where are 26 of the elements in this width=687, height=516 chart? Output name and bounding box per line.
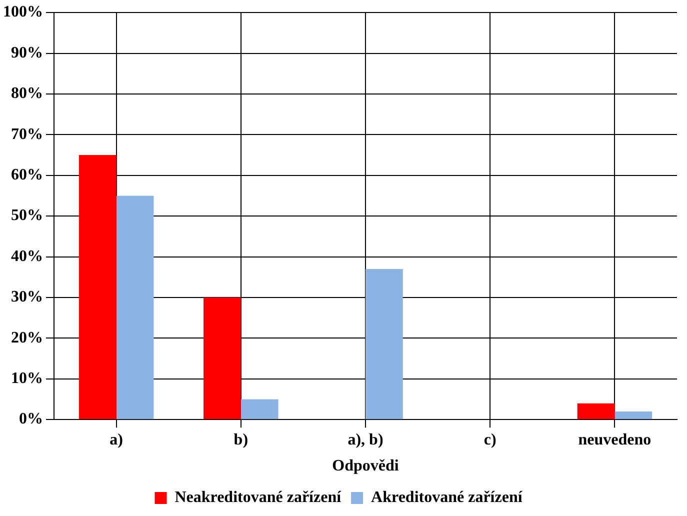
y-tick-label: 50% [11,207,43,224]
y-tick-label: 30% [11,288,43,306]
legend-label: Akreditované zařízení [371,489,523,506]
y-tick-label: 10% [11,370,43,388]
bar [240,399,278,420]
x-axis-title: Odpovědi [332,458,400,475]
y-tick-label: 90% [11,44,43,62]
y-tick-label: 40% [11,248,43,265]
x-tick-label: b) [234,431,248,448]
bar [577,403,615,420]
bar [78,155,116,420]
y-tick-label: 20% [11,329,43,346]
y-tick-label: 0% [19,410,43,428]
x-tick-label: a) [110,431,123,448]
x-tick-label: a), b) [348,431,384,448]
bar [614,411,652,420]
bar [116,196,154,420]
x-tick-label: neuvedeno [578,431,652,448]
y-tick-label: 100% [3,4,43,21]
x-tick-label: c) [484,431,496,448]
y-tick-label: 70% [11,126,43,143]
legend-label: Neakreditované zařízení [174,489,342,506]
y-tick-label: 60% [11,166,43,184]
y-tick-label: 80% [11,85,43,102]
bar [366,269,403,420]
bar [204,298,241,420]
